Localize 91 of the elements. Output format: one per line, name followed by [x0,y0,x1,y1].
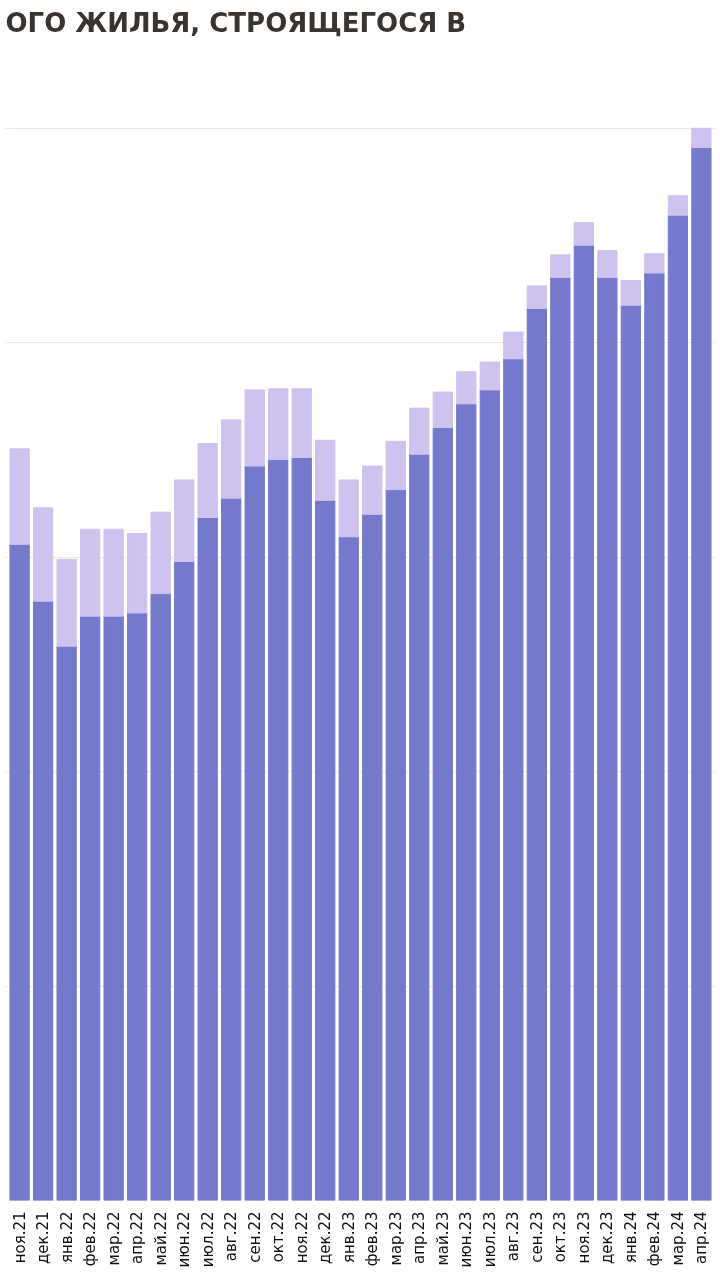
x-tick-label: окт.22 [269,1211,288,1263]
bar [456,403,477,1201]
bar [338,479,359,538]
bar [479,389,500,1201]
bar [526,307,547,1201]
bar [644,272,665,1201]
bar [127,533,148,614]
x-tick-label: авг.22 [222,1211,241,1262]
bar [691,127,712,149]
bar [620,304,641,1201]
bar [667,214,689,1201]
x-tick-label: апр.24 [692,1211,711,1264]
bar [644,253,665,274]
x-tick-label: апр.22 [128,1211,147,1264]
bar [197,516,218,1201]
bar [409,453,430,1201]
bar [80,615,101,1201]
bar [103,615,124,1201]
x-tick-label: мар.23 [386,1211,405,1266]
bar [362,513,383,1201]
bar [221,419,242,499]
bar [432,391,453,428]
x-tick-label: дек.22 [316,1211,335,1265]
bar [409,407,430,455]
bar [244,389,265,467]
bar [550,276,571,1201]
bar [691,147,712,1201]
x-tick-label: фев.23 [363,1211,382,1267]
bar [103,528,124,617]
bar [291,388,312,458]
chart-title: ОГО ЖИЛЬЯ, СТРОЯЩЕГОСЯ В [5,7,467,38]
x-tick-label: авг.23 [504,1211,523,1262]
bar [385,440,406,491]
bar [573,244,594,1201]
x-tick-label: дек.21 [34,1211,53,1265]
bar [268,388,289,461]
bar [32,507,54,602]
x-tick-label: ноя.22 [292,1211,311,1264]
x-tick-label: янв.23 [339,1211,358,1264]
bar [56,645,77,1201]
x-tick-label: сен.22 [245,1211,264,1263]
x-tick-label: фев.24 [645,1211,664,1267]
bar [573,222,594,246]
bar [597,250,618,278]
bar [526,285,547,309]
x-tick-label: дек.23 [598,1211,617,1265]
bar [503,331,524,360]
x-tick-label: июн.22 [175,1211,194,1268]
bar [9,448,30,545]
bar [150,593,171,1201]
bar [597,276,618,1201]
x-tick-label: мар.22 [104,1211,123,1266]
bar [174,560,195,1201]
bar [620,280,641,306]
bar [432,426,453,1201]
bar [362,465,383,515]
bar [221,497,242,1201]
bar [315,439,336,501]
bar [150,511,171,595]
bar [550,254,571,278]
x-tick-label: июн.23 [457,1211,476,1268]
x-tick-label: сен.23 [527,1211,546,1263]
x-tick-label: июл.23 [480,1211,499,1268]
bar [385,489,406,1201]
x-tick-label: май.23 [433,1211,452,1266]
bar [174,479,195,562]
x-tick-label: мар.24 [668,1211,687,1266]
bar [80,528,101,617]
bar [197,443,218,518]
x-tick-label: май.22 [151,1211,170,1266]
bar [56,558,77,647]
bar [503,358,524,1201]
bar [268,459,289,1201]
bar [667,195,689,216]
bar [244,465,265,1201]
bar [32,600,54,1201]
x-tick-label: июл.22 [198,1211,217,1268]
bar [338,536,359,1201]
x-tick-label: фев.22 [81,1211,100,1267]
x-tick-label: янв.24 [621,1211,640,1264]
bar [315,499,336,1201]
x-tick-label: ноя.21 [10,1211,29,1264]
x-tick-label: ноя.23 [574,1211,593,1264]
x-tick-label: янв.22 [57,1211,76,1264]
bar [479,361,500,391]
bar [456,371,477,405]
x-tick-label: апр.23 [410,1211,429,1264]
bar [9,543,30,1201]
bar [291,456,312,1201]
bar [127,612,148,1201]
x-tick-label: окт.23 [551,1211,570,1263]
